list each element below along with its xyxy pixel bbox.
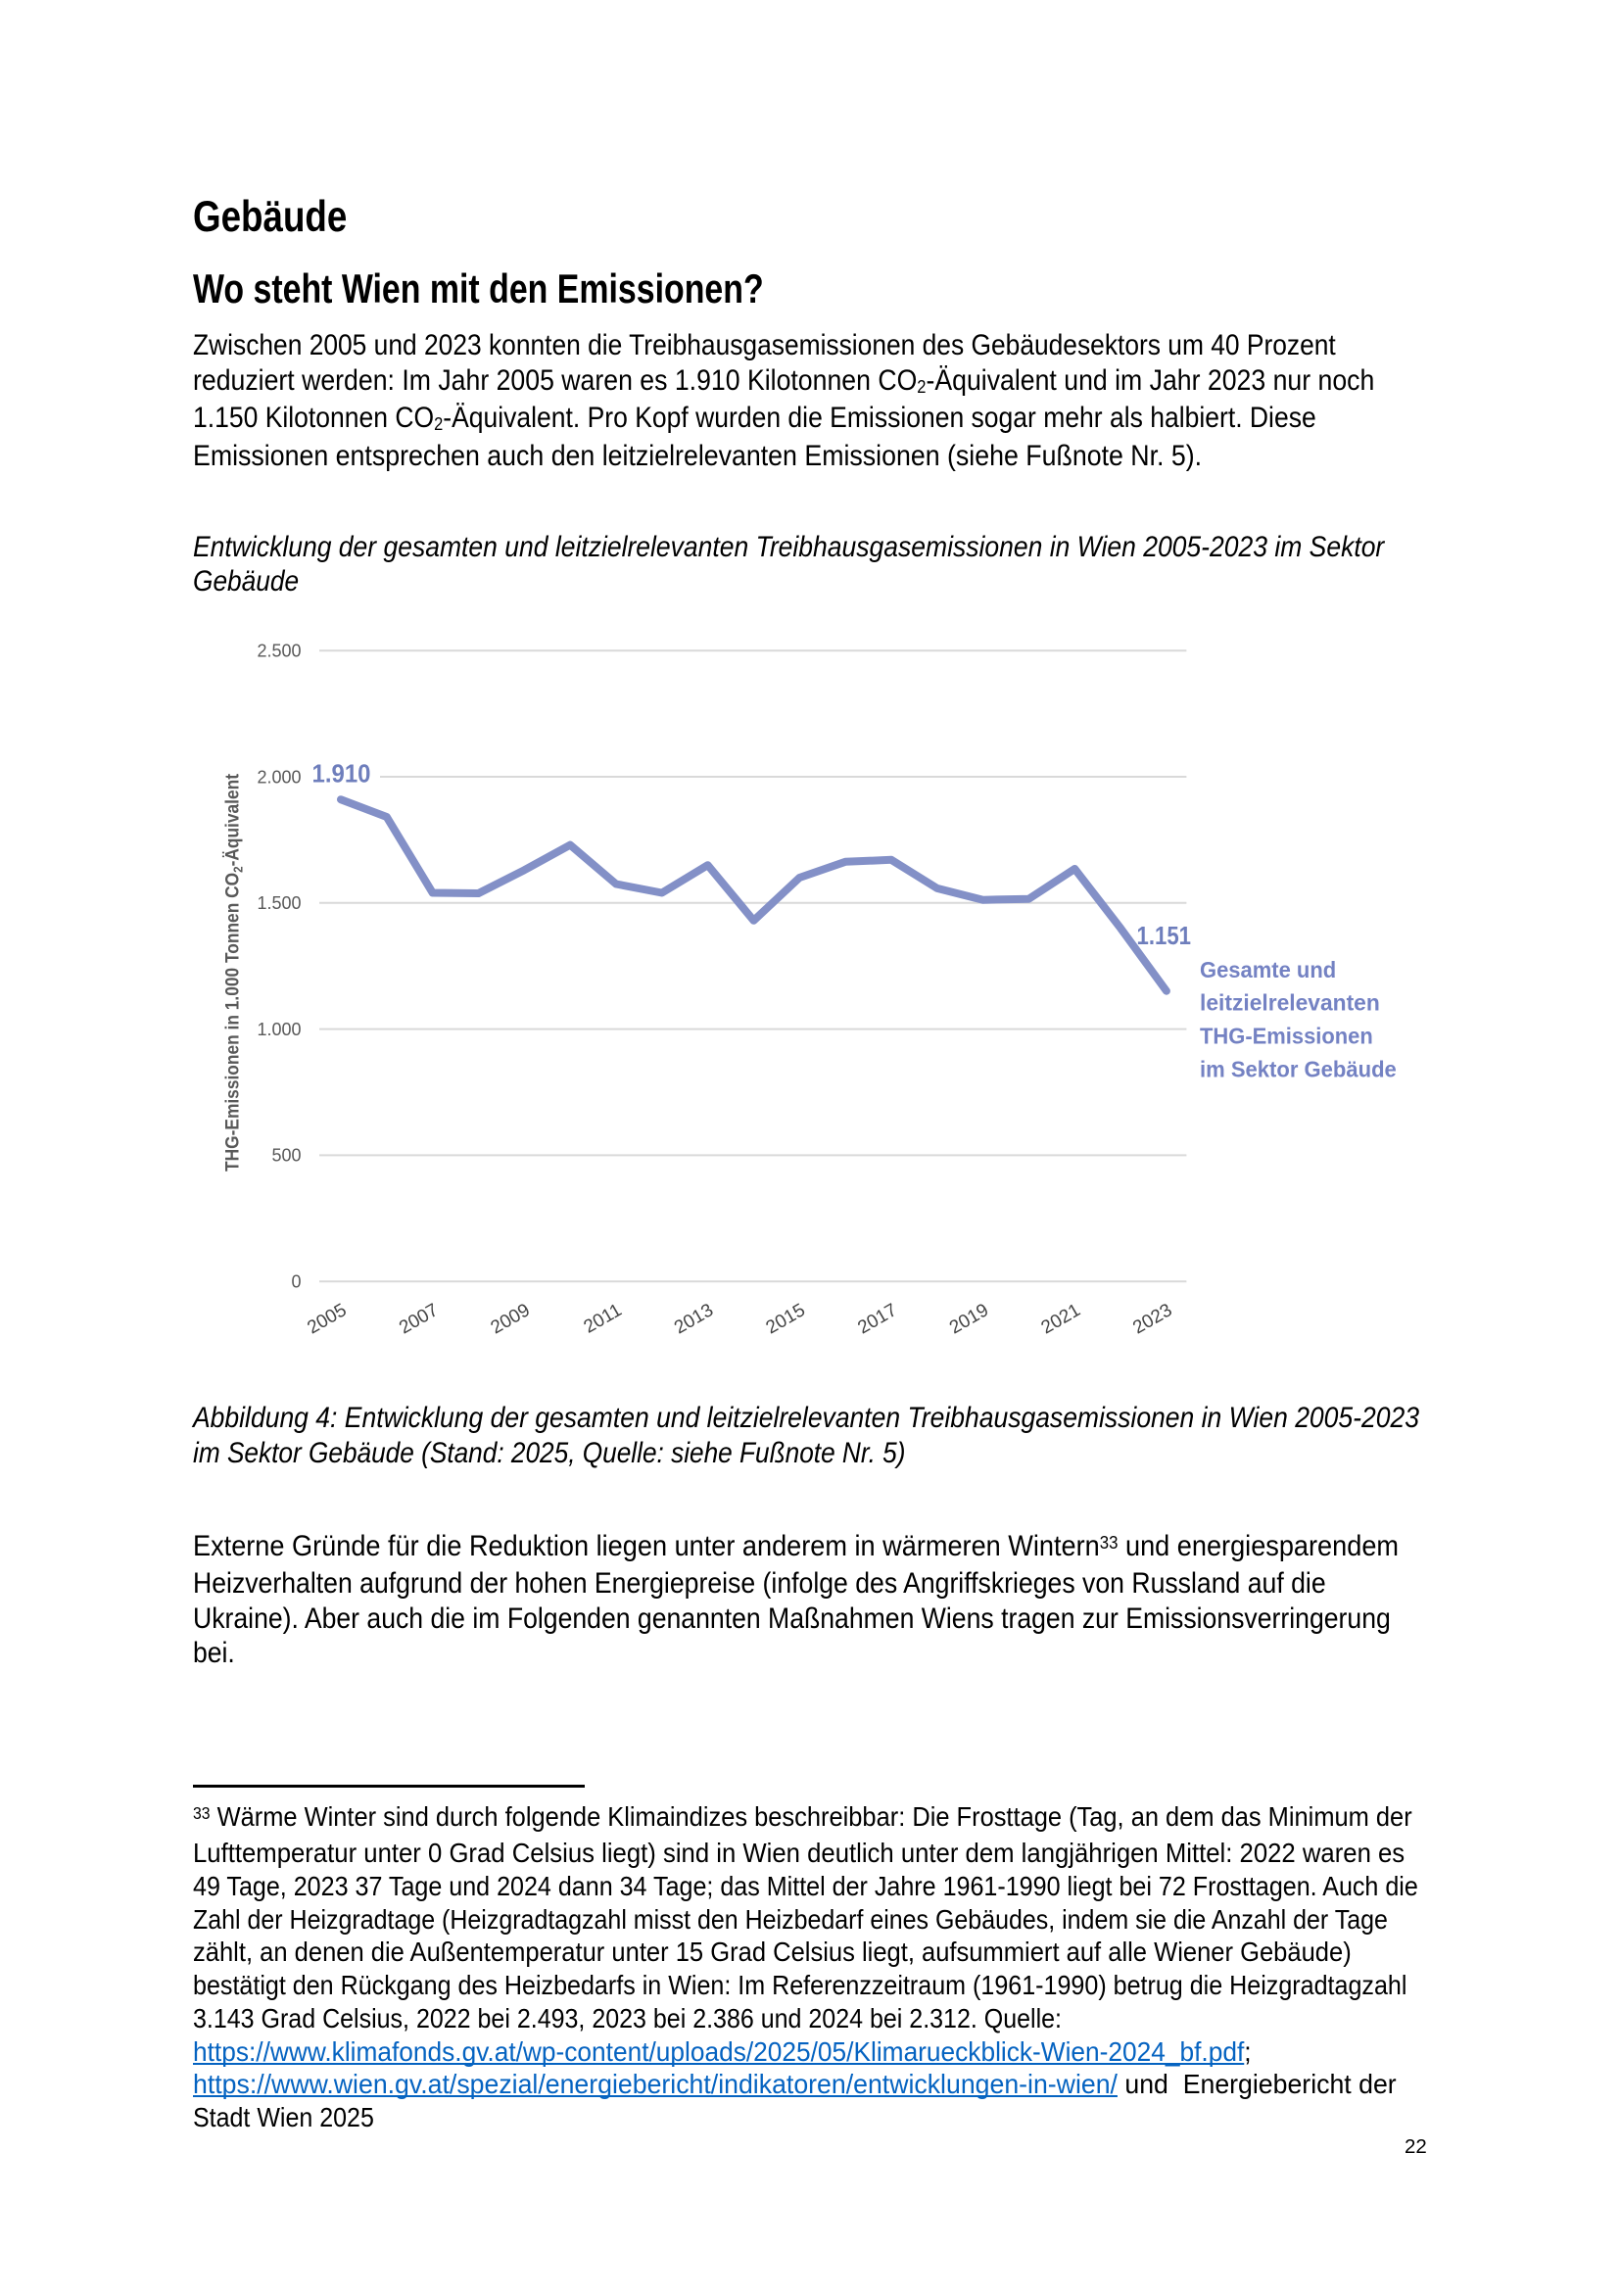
svg-text:2.500: 2.500 bbox=[257, 642, 301, 661]
svg-text:im Sektor Gebäude: im Sektor Gebäude bbox=[1200, 1056, 1397, 1081]
svg-text:2015: 2015 bbox=[763, 1300, 809, 1338]
svg-text:1.000: 1.000 bbox=[257, 1020, 301, 1039]
svg-text:leitzielrelevanten: leitzielrelevanten bbox=[1200, 990, 1380, 1016]
svg-text:2.000: 2.000 bbox=[257, 767, 301, 787]
svg-text:0: 0 bbox=[291, 1272, 301, 1292]
svg-text:2021: 2021 bbox=[1038, 1300, 1084, 1338]
svg-text:2017: 2017 bbox=[854, 1300, 900, 1338]
svg-text:2005: 2005 bbox=[304, 1300, 350, 1338]
svg-text:2009: 2009 bbox=[488, 1300, 534, 1338]
svg-text:2007: 2007 bbox=[396, 1300, 442, 1338]
svg-text:2011: 2011 bbox=[581, 1300, 626, 1338]
svg-text:1.910: 1.910 bbox=[312, 758, 371, 788]
svg-text:2023: 2023 bbox=[1129, 1300, 1175, 1338]
svg-text:THG-Emissionen in 1.000 Tonnen: THG-Emissionen in 1.000 Tonnen CO2-Äquiv… bbox=[221, 774, 246, 1172]
svg-text:THG-Emissionen: THG-Emissionen bbox=[1200, 1024, 1373, 1049]
svg-text:1.151: 1.151 bbox=[1137, 921, 1192, 950]
svg-text:2019: 2019 bbox=[946, 1300, 992, 1338]
svg-text:500: 500 bbox=[271, 1146, 301, 1166]
svg-text:2013: 2013 bbox=[671, 1300, 717, 1338]
svg-text:1.500: 1.500 bbox=[257, 893, 301, 913]
svg-text:Gesamte und: Gesamte und bbox=[1200, 957, 1336, 982]
